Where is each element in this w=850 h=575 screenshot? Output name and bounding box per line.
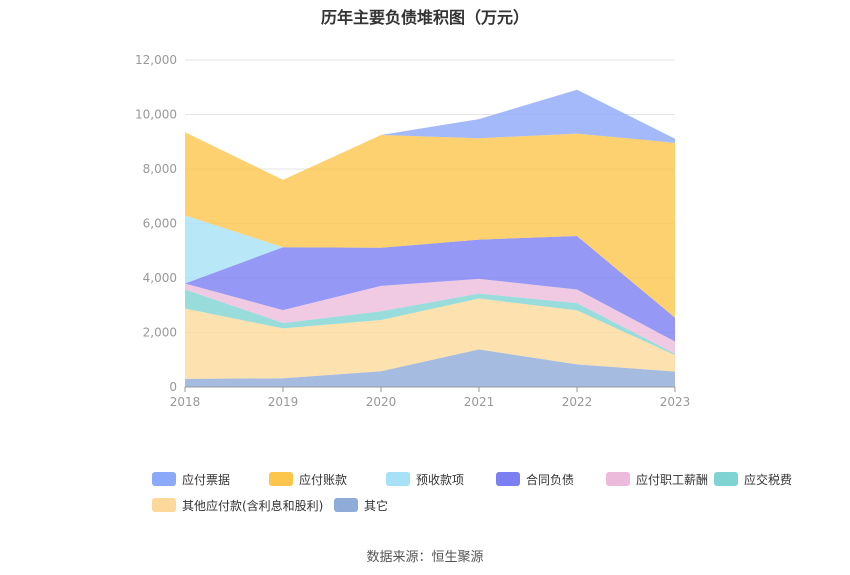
source-note: 数据来源：恒生聚源 [366, 550, 484, 565]
y-tick-label: 10,000 [135, 108, 177, 122]
legend-label: 应付职工薪酬 [636, 472, 709, 487]
legend-label: 其它 [364, 498, 389, 513]
x-tick-label: 2020 [366, 395, 397, 409]
legend-item[interactable]: 应交税费 [714, 470, 792, 488]
x-tick-label: 2023 [660, 395, 691, 409]
area-其他应付款(含利息和股利) [185, 298, 675, 379]
chart-title: 历年主要负债堆积图（万元） [320, 8, 529, 27]
legend-item[interactable]: 其他应付款(含利息和股利) [152, 496, 323, 514]
area-其它 [185, 349, 675, 387]
area-应付账款 [185, 132, 675, 318]
y-tick-label: 8,000 [143, 162, 177, 176]
x-tick-label: 2018 [170, 395, 201, 409]
y-tick-label: 6,000 [143, 217, 177, 231]
axes: 0 2,000 4,000 6,000 8,000 10,000 12,000 2018 201… [135, 53, 690, 409]
legend-swatch [606, 472, 630, 486]
y-tick-label: 0 [169, 380, 177, 394]
legend-swatch [152, 498, 176, 512]
area-应付票据 [185, 89, 675, 180]
legend-swatch [714, 472, 738, 486]
area-series-group [185, 89, 675, 387]
legend-item[interactable]: 应付职工薪酬 [606, 470, 708, 488]
legend-label: 合同负债 [526, 472, 575, 487]
x-tick-label: 2019 [268, 395, 299, 409]
legend-item[interactable]: 应付账款 [269, 470, 347, 488]
legend-swatch [496, 472, 520, 486]
y-tick-label: 12,000 [135, 53, 177, 67]
legend-label: 应付账款 [299, 472, 348, 487]
x-tick-label: 2021 [464, 395, 495, 409]
legend-label: 其他应付款(含利息和股利) [182, 498, 324, 513]
area-应付职工薪酬 [185, 278, 675, 354]
y-tick-label: 2,000 [143, 326, 177, 340]
legend-swatch [152, 472, 176, 486]
legend-swatch [269, 472, 293, 486]
legend-label: 应付票据 [182, 472, 231, 487]
y-tick-label: 4,000 [143, 271, 177, 285]
legend-item[interactable]: 应付票据 [152, 470, 230, 488]
legend-label: 应交税费 [744, 472, 793, 487]
area-应交税费 [185, 289, 675, 356]
area-合同负债 [185, 236, 675, 342]
legend-swatch [334, 498, 358, 512]
legend-item[interactable]: 合同负债 [496, 470, 574, 488]
x-tick-label: 2022 [562, 395, 593, 409]
legend-item[interactable]: 预收款项 [386, 470, 464, 488]
legend-label: 预收款项 [416, 472, 465, 487]
legend-item[interactable]: 其它 [334, 496, 388, 514]
legend-swatch [386, 472, 410, 486]
